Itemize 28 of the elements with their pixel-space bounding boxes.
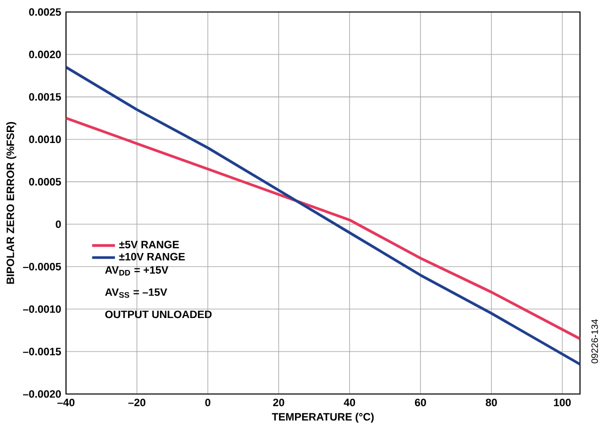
x-tick-label: –20 (128, 398, 146, 406)
text: 09226-134 (591, 319, 598, 364)
x-tick-label: –40 (57, 398, 74, 406)
annotation: OUTPUT UNLOADED (105, 310, 212, 318)
annotation: AV$_{DD}$ = +15V (105, 266, 168, 276)
x-tick-label: 0 (205, 398, 210, 406)
y-tick-label: 0.0020 (29, 50, 61, 58)
x-tick-label: 40 (344, 398, 356, 406)
legend-label: ±5V RANGE (119, 240, 179, 248)
x-tick-label: 80 (486, 398, 497, 406)
x-tick-label: 60 (414, 398, 426, 406)
x-axis-title: TEMPERATURE (°C) (272, 412, 374, 423)
line-series (66, 66, 580, 366)
y-tick-label: –0.0005 (23, 262, 61, 270)
x-tick-label: 20 (273, 398, 284, 406)
y-tick-label: –0.0010 (23, 305, 61, 313)
y-tick-label: –0.0015 (23, 348, 61, 356)
y-axis-title: BIPOLAR ZERO ERROR (%FSR) (6, 122, 16, 284)
line-series (66, 116, 580, 340)
legend-label: ±10V RANGE (119, 252, 185, 260)
y-tick-label: 0.0025 (29, 8, 61, 16)
y-tick-label: 0.0015 (29, 93, 61, 101)
y-tick-label: 0.0005 (29, 178, 61, 186)
y-tick-label: 0.0010 (29, 136, 61, 144)
annotation: AV$_{SS}$ = –15V (105, 288, 168, 298)
y-tick-label: 0 (56, 220, 61, 228)
y-tick-label: –0.0020 (23, 390, 61, 398)
x-tick-label: 100 (554, 398, 571, 406)
